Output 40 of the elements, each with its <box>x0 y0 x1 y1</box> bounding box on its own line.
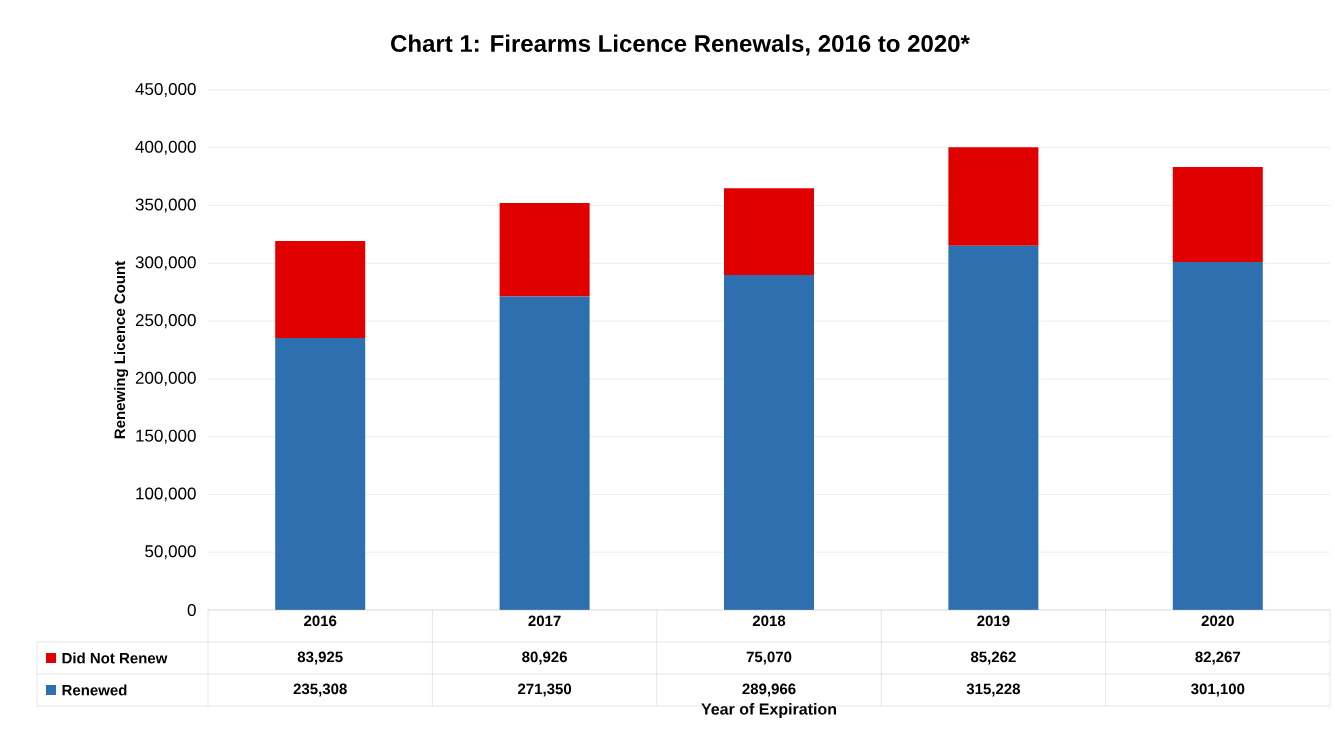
y-tick-label: 400,000 <box>135 140 196 155</box>
x-tick-label: 2016 <box>304 615 337 627</box>
y-tick-label: 150,000 <box>136 429 196 444</box>
bar <box>1172 262 1263 610</box>
y-tick-label: 200,000 <box>135 371 196 386</box>
x-tick-label: 2017 <box>528 615 561 627</box>
bar <box>948 245 1039 610</box>
data-label: 271,350 <box>518 683 572 697</box>
data-label: 83,925 <box>297 651 343 665</box>
y-tick-label: 300,000 <box>135 256 196 271</box>
legend-label: Did Not Renew <box>62 652 168 664</box>
y-tick-label: 100,000 <box>136 487 196 502</box>
bar <box>499 296 590 610</box>
data-label: 82,267 <box>1195 651 1241 665</box>
data-label: 315,228 <box>966 683 1021 697</box>
chart-title: Chart 1: Firearms Licence Renewals, 2016 to 2020* <box>391 34 970 56</box>
y-tick-label: 450,000 <box>135 82 196 98</box>
x-tick-label: 2019 <box>977 615 1010 627</box>
data-label: 301,100 <box>1191 683 1245 697</box>
data-label: 289,966 <box>742 683 796 697</box>
bar <box>275 338 366 610</box>
y-axis-title: Renewing Licence Count <box>114 261 129 439</box>
data-label: 235,308 <box>293 683 347 697</box>
x-tick-label: 2020 <box>1201 615 1234 627</box>
y-tick-label: 50,000 <box>145 545 196 560</box>
bar <box>1172 167 1263 263</box>
y-tick-label: 250,000 <box>135 314 196 329</box>
bar <box>948 147 1039 246</box>
y-tick-label: 350,000 <box>135 198 196 213</box>
x-tick-label: 2018 <box>752 615 786 627</box>
bar <box>499 202 590 297</box>
bar <box>724 188 814 275</box>
bar <box>275 241 366 339</box>
legend-label: Renewed <box>62 684 127 696</box>
y-tick-label: 0 <box>187 603 196 617</box>
data-label: 80,926 <box>522 651 567 665</box>
x-axis-title: Year of Expiration <box>701 703 837 718</box>
data-label: 85,262 <box>970 651 1016 665</box>
bar <box>724 274 814 610</box>
data-label: 75,070 <box>746 651 792 665</box>
